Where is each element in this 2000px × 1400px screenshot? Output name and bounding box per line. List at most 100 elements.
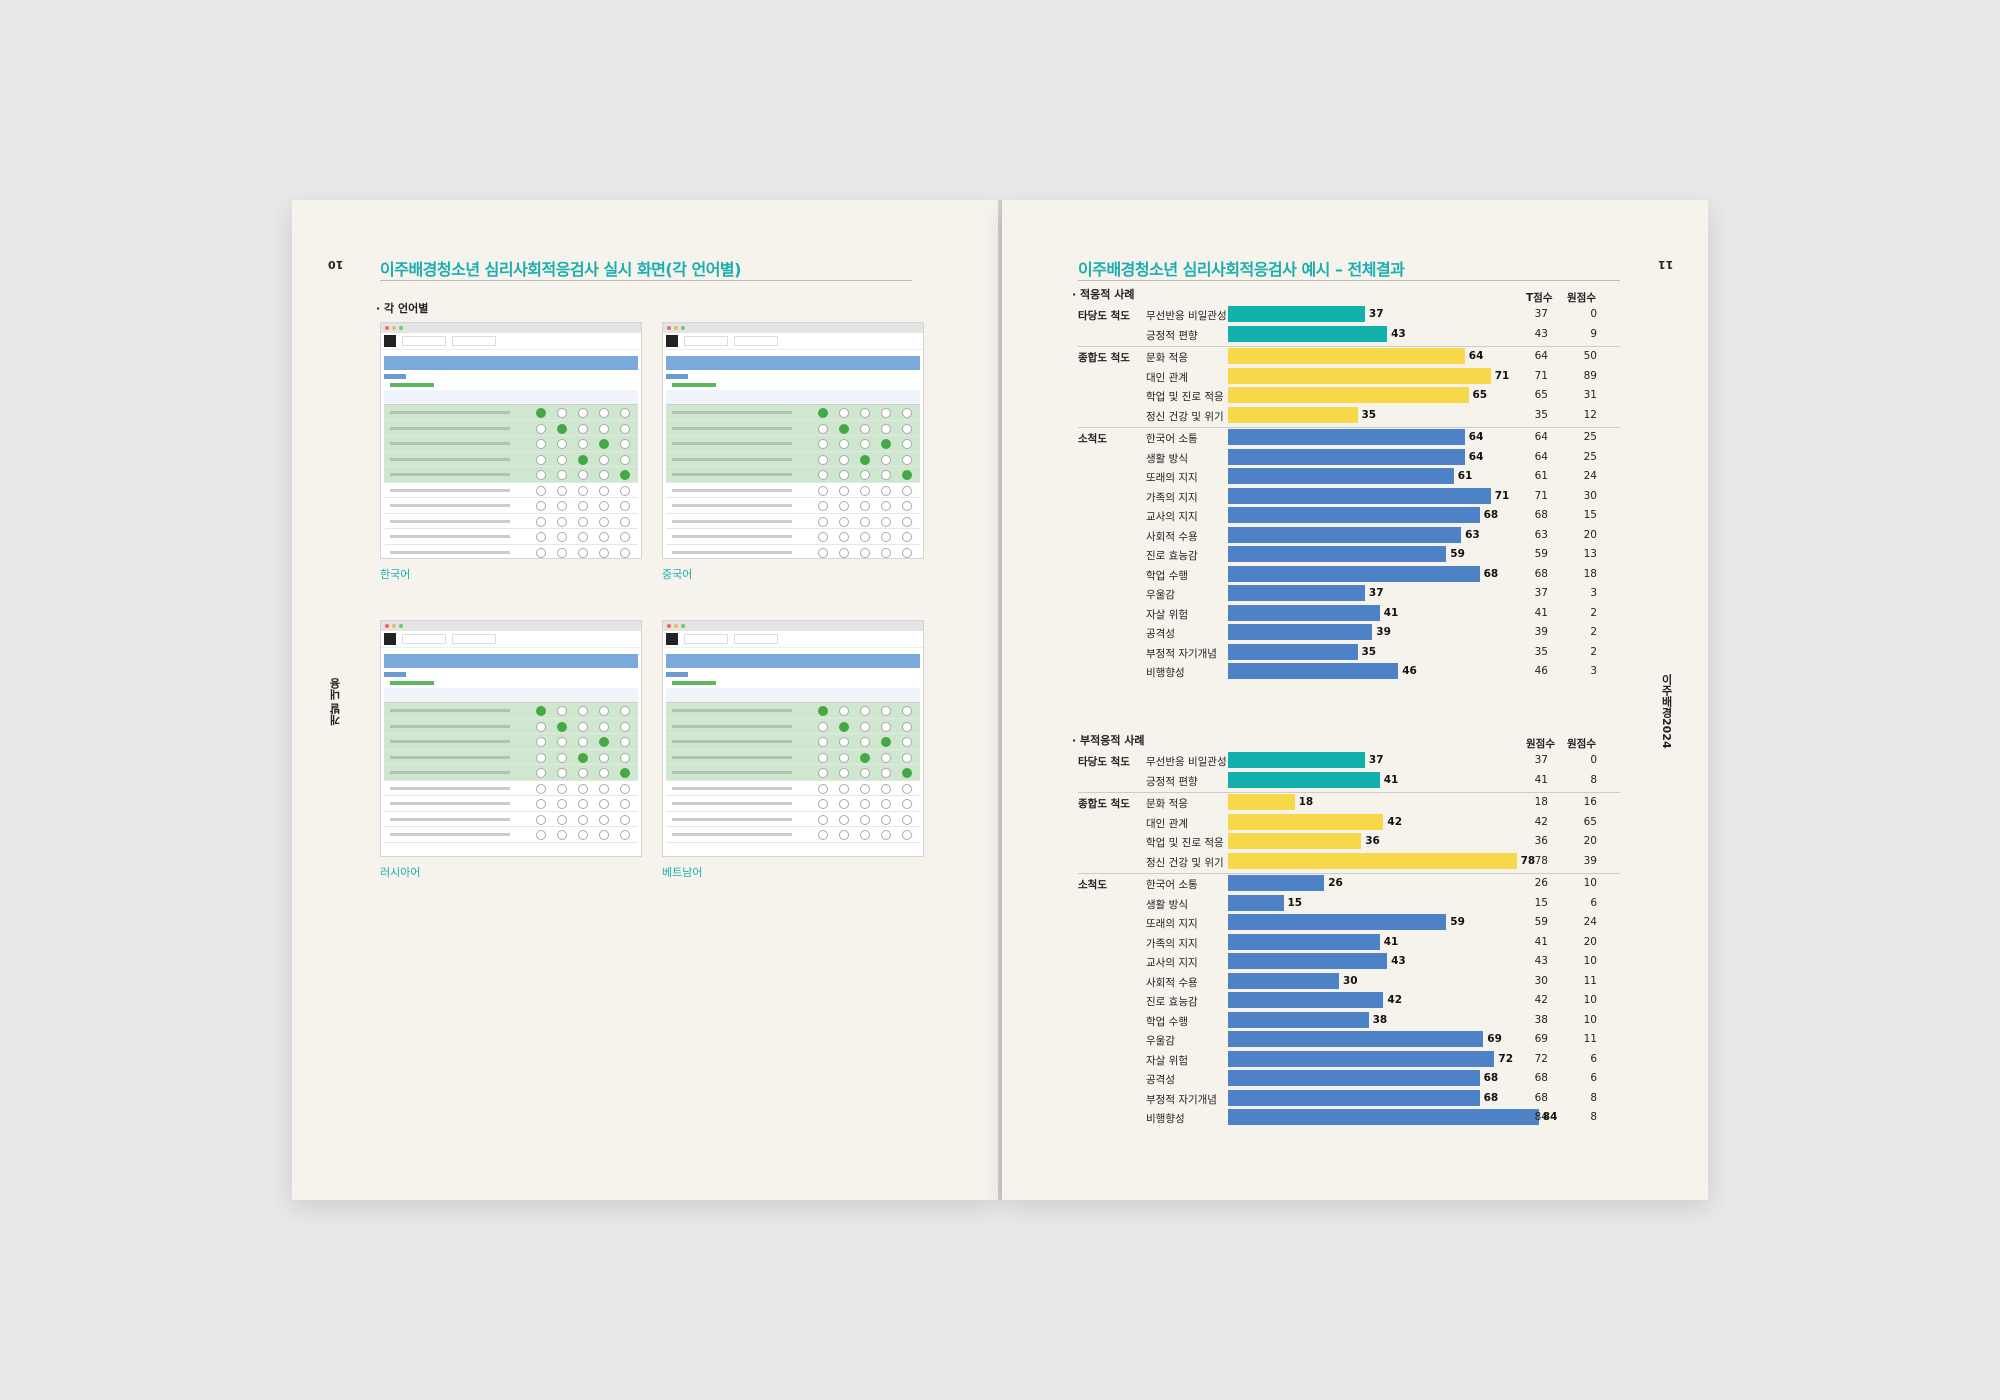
bar-value-label: 68 xyxy=(1483,1072,1499,1084)
score-bar xyxy=(1228,406,1358,423)
score-bar xyxy=(1228,992,1384,1008)
bar-value-label: 18 xyxy=(1298,796,1314,808)
column-header: 원점수 xyxy=(1567,292,1596,304)
t-score: 42 xyxy=(1534,815,1548,828)
score-bar xyxy=(1228,852,1517,869)
raw-score: 10 xyxy=(1583,994,1597,1006)
t-score: 72 xyxy=(1534,1052,1548,1065)
score-bar xyxy=(1228,972,1339,989)
score-bar xyxy=(1228,794,1295,810)
bar-value-label: 42 xyxy=(1387,815,1403,828)
t-score: 78 xyxy=(1534,854,1548,867)
scale-label: 가족의 지지 xyxy=(1146,491,1198,504)
scale-label: 한국어 소통 xyxy=(1146,433,1198,445)
scale-label: 진로 효능감 xyxy=(1146,996,1198,1008)
screenshot-korean xyxy=(380,322,642,559)
scale-label: 학업 수행 xyxy=(1146,569,1188,582)
score-bar xyxy=(1228,663,1399,679)
raw-score: 25 xyxy=(1583,450,1597,463)
score-bar xyxy=(1228,833,1362,849)
bar-value-label: 63 xyxy=(1465,528,1480,541)
group-label: 타당도 척도 xyxy=(1078,310,1130,322)
bar-value-label: 41 xyxy=(1383,773,1399,786)
scale-label: 사회적 수용 xyxy=(1146,530,1198,543)
chart-title: · 부적응적 사례 xyxy=(1072,734,1145,747)
group-label: 종합도 척도 xyxy=(1078,352,1130,364)
raw-score: 3 xyxy=(1590,665,1597,677)
score-bar xyxy=(1228,546,1447,562)
raw-score: 20 xyxy=(1583,835,1597,847)
raw-score: 15 xyxy=(1583,509,1597,521)
raw-score: 11 xyxy=(1583,974,1597,987)
raw-score: 20 xyxy=(1583,528,1597,541)
t-score: 64 xyxy=(1534,450,1548,463)
score-bar xyxy=(1228,1050,1495,1067)
caption-chinese: 중국어 xyxy=(662,568,693,581)
score-bar xyxy=(1228,487,1491,504)
raw-score: 65 xyxy=(1583,815,1597,828)
scale-label: 가족의 지지 xyxy=(1146,937,1198,950)
t-score: 64 xyxy=(1534,350,1548,362)
bar-value-label: 71 xyxy=(1494,489,1510,502)
scale-label: 긍정적 편향 xyxy=(1146,329,1198,342)
raw-score: 24 xyxy=(1583,470,1597,482)
raw-score: 50 xyxy=(1583,350,1597,362)
scale-label: 또래의 지지 xyxy=(1146,918,1198,930)
raw-score: 16 xyxy=(1583,796,1597,808)
side-chapter-label: 개발 내용 xyxy=(329,678,342,726)
scale-label: 또래의 지지 xyxy=(1146,472,1198,484)
bar-value-label: 37 xyxy=(1368,308,1384,320)
t-score: 68 xyxy=(1534,1091,1548,1104)
score-bar xyxy=(1228,585,1365,601)
raw-score: 25 xyxy=(1583,431,1597,443)
t-score: 68 xyxy=(1534,567,1548,580)
score-bar xyxy=(1228,448,1465,465)
group-label: 소척도 xyxy=(1078,433,1107,445)
t-score: 43 xyxy=(1534,327,1548,340)
raw-score: 8 xyxy=(1590,1111,1597,1123)
score-bar xyxy=(1228,565,1480,582)
column-header: 원점수 xyxy=(1567,738,1596,750)
scale-label: 학업 수행 xyxy=(1146,1015,1188,1028)
scale-label: 대인 관계 xyxy=(1146,817,1188,830)
group-label: 타당도 척도 xyxy=(1078,756,1130,768)
page-title: 이주배경청소년 심리사회적응검사 예시 – 전체결과 xyxy=(1078,260,1405,279)
scale-label: 자살 위험 xyxy=(1146,608,1188,621)
raw-score: 6 xyxy=(1590,1052,1597,1065)
scale-label: 우울감 xyxy=(1146,1035,1175,1047)
score-bar xyxy=(1228,894,1284,911)
raw-score: 8 xyxy=(1590,773,1597,786)
t-score: 59 xyxy=(1534,916,1548,928)
bar-value-label: 64 xyxy=(1468,431,1484,443)
raw-score: 0 xyxy=(1590,308,1597,320)
caption-russian: 러시아어 xyxy=(380,866,421,879)
bar-value-label: 35 xyxy=(1361,645,1377,658)
scale-label: 공격성 xyxy=(1146,628,1175,640)
caption-vietnamese: 베트남어 xyxy=(662,866,703,879)
t-score: 41 xyxy=(1534,773,1548,786)
screenshot-russian xyxy=(380,620,642,857)
raw-score: 10 xyxy=(1583,1013,1597,1026)
scale-label: 우울감 xyxy=(1146,589,1175,601)
section-label: · 각 언어별 xyxy=(376,302,429,315)
t-score: 43 xyxy=(1534,955,1548,967)
bar-value-label: 43 xyxy=(1391,955,1406,967)
bar-value-label: 41 xyxy=(1383,606,1399,619)
screenshot-chinese xyxy=(662,322,924,559)
t-score: 41 xyxy=(1534,935,1548,948)
raw-score: 2 xyxy=(1590,626,1597,638)
column-header: T점수 xyxy=(1526,292,1553,304)
raw-score: 6 xyxy=(1590,896,1597,909)
bar-value-label: 64 xyxy=(1468,350,1484,362)
group-separator xyxy=(1078,346,1620,347)
t-score: 63 xyxy=(1534,528,1548,541)
score-bar xyxy=(1228,1070,1480,1086)
score-bar xyxy=(1228,306,1365,322)
t-score: 69 xyxy=(1534,1033,1548,1045)
t-score: 35 xyxy=(1534,645,1548,658)
group-separator xyxy=(1078,427,1620,428)
scale-label: 진로 효능감 xyxy=(1146,550,1198,562)
bar-value-label: 30 xyxy=(1343,974,1358,987)
score-bar xyxy=(1228,1089,1480,1106)
scale-label: 긍정적 편향 xyxy=(1146,775,1198,788)
